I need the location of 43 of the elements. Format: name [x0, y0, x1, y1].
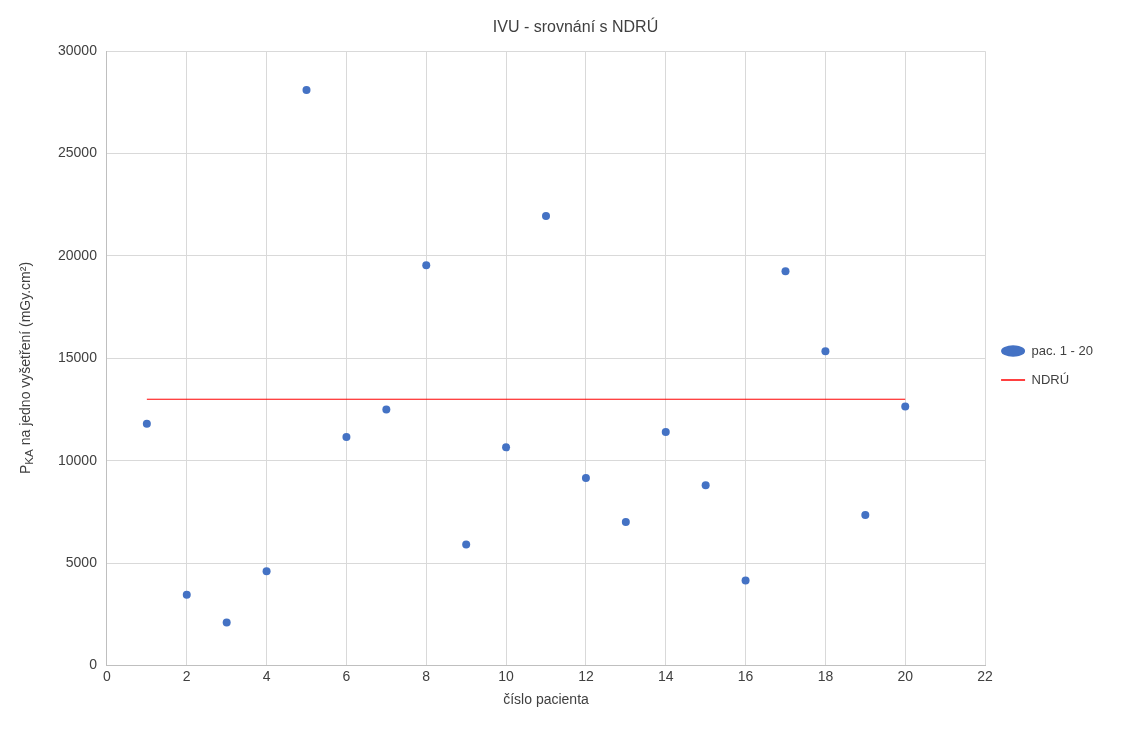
chart-title: IVU - srovnání s NDRÚ — [492, 17, 659, 36]
point — [661, 428, 670, 436]
legend-label: pac. 1 - 20 — [1031, 342, 1094, 358]
point — [701, 481, 710, 490]
point — [621, 518, 630, 527]
point — [502, 443, 511, 452]
point — [382, 405, 391, 414]
y-tick-label: 25000 — [57, 144, 98, 161]
x-tick-label: 4 — [262, 667, 271, 684]
point — [422, 261, 431, 270]
y-tick-label: 10000 — [57, 451, 98, 468]
point — [741, 576, 750, 585]
point — [861, 510, 870, 519]
x-tick-label: 20 — [897, 667, 914, 684]
legend-label: NDRÚ — [1031, 371, 1070, 387]
x-tick-label: 6 — [342, 667, 351, 684]
point — [302, 86, 311, 95]
point — [182, 590, 191, 599]
y-tick-label: 15000 — [57, 349, 98, 366]
point — [462, 540, 471, 549]
x-tick-label: 14 — [657, 667, 674, 684]
point — [821, 347, 830, 356]
point — [142, 419, 151, 428]
x-tick-label: 0 — [103, 667, 112, 684]
point — [581, 474, 590, 483]
x-tick-label: 10 — [498, 667, 515, 684]
y-tick-label: 0 — [89, 656, 98, 673]
x-tick-label: 2 — [182, 667, 191, 684]
y-tick-label: 5000 — [65, 553, 98, 570]
x-axis-title: číslo pacienta — [503, 691, 590, 708]
y-tick-label: 30000 — [57, 42, 98, 59]
point — [262, 567, 271, 576]
x-tick-label: 12 — [578, 667, 594, 684]
point — [542, 212, 550, 221]
x-tick-label: 8 — [422, 667, 431, 684]
point — [781, 267, 790, 276]
x-tick-label: 18 — [817, 667, 834, 684]
x-tick-label: 22 — [977, 667, 994, 684]
y-tick-label: 20000 — [57, 246, 98, 263]
x-tick-label: 16 — [737, 667, 754, 684]
point — [222, 618, 231, 627]
point — [342, 433, 351, 442]
point — [901, 402, 910, 411]
